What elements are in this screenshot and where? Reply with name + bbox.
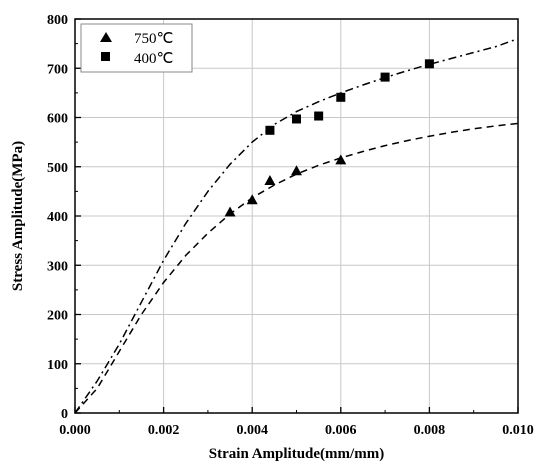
grid-lines	[75, 19, 518, 413]
x-tick-label: 0.004	[236, 423, 268, 438]
data-point-square	[292, 114, 301, 124]
axis-ticks	[74, 18, 519, 414]
y-tick-label: 500	[47, 161, 68, 176]
data-markers	[224, 59, 434, 217]
data-point-triangle	[224, 206, 236, 217]
legend-square-marker	[101, 52, 110, 61]
data-point-square	[424, 59, 434, 69]
y-tick-label: 100	[47, 358, 68, 373]
legend-box	[80, 23, 193, 73]
data-point-square	[336, 92, 346, 102]
data-point-triangle	[246, 194, 258, 205]
x-tick-labels: 0.000 0.002 0.004 0.006 0.008 0.010	[59, 423, 534, 438]
x-tick-label: 0.000	[59, 423, 91, 438]
legend-triangle-marker	[100, 32, 112, 42]
x-tick-label: 0.008	[414, 423, 446, 438]
data-point-triangle	[335, 154, 347, 165]
x-axis-title: Strain Amplitude(mm/mm)	[209, 446, 384, 462]
y-tick-label: 400	[47, 210, 68, 225]
y-tick-label: 600	[47, 112, 68, 127]
legend-label-400: 400℃	[134, 51, 173, 67]
legend-label-750: 750℃	[134, 31, 173, 47]
y-tick-label: 700	[47, 62, 68, 77]
data-point-square	[314, 111, 324, 121]
legend: 750℃ 400℃	[80, 23, 193, 73]
y-tick-label: 0	[61, 407, 68, 422]
fit-curve-750	[74, 122, 519, 414]
x-tick-label: 0.006	[325, 423, 357, 438]
data-point-triangle	[264, 175, 276, 186]
y-tick-label: 200	[47, 309, 68, 324]
fit-curves	[74, 37, 519, 414]
y-axis-title: Stress Amplitude(MPa)	[10, 141, 26, 291]
y-tick-label: 300	[47, 259, 68, 274]
fit-curve-400	[74, 37, 519, 414]
y-tick-labels: 0 100 200 300 400 500 600 700 800	[47, 13, 68, 422]
data-point-square	[380, 72, 390, 82]
data-point-triangle	[291, 165, 302, 176]
x-tick-label: 0.010	[502, 423, 534, 438]
y-tick-label: 800	[47, 13, 68, 28]
x-tick-label: 0.002	[148, 423, 180, 438]
data-point-square	[265, 125, 275, 135]
